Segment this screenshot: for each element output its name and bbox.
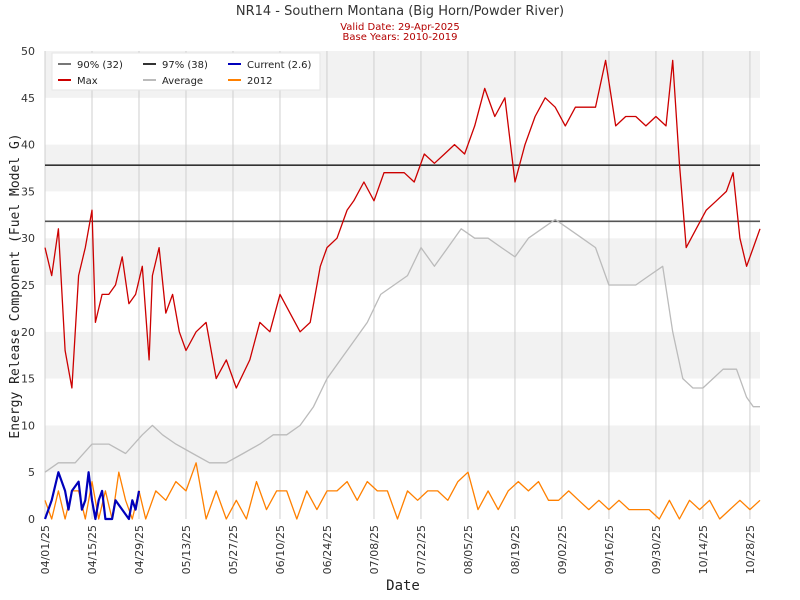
x-axis-ticks: 04/01/25 04/15/25 04/29/25 05/13/25 05/27/25… — [39, 525, 757, 574]
x-tick-label: 07/22/25 — [415, 525, 428, 574]
legend-label: Average — [162, 76, 203, 87]
y-tick-label: 35 — [21, 185, 35, 198]
y-tick-label: 20 — [21, 326, 35, 339]
x-tick-label: 09/30/25 — [650, 525, 663, 574]
grid-band — [45, 378, 760, 426]
chart-subtitle-valid-date: Valid Date: 29-Apr-2025 — [340, 22, 460, 33]
x-tick-label: 10/14/25 — [697, 525, 710, 574]
y-tick-label: 15 — [21, 373, 35, 386]
series-line-max — [44, 59, 761, 389]
legend-label: Current (2.6) — [247, 60, 312, 71]
x-tick-label: 09/02/25 — [556, 525, 569, 574]
x-tick-label: 08/19/25 — [509, 525, 522, 574]
x-tick-label: 10/28/25 — [744, 525, 757, 574]
y-axis-ticks: 0 5 10 15 20 25 30 35 40 45 50 — [21, 45, 35, 526]
grid-band — [45, 144, 760, 192]
legend-box — [51, 52, 321, 91]
grid-band — [45, 425, 760, 473]
x-tick-label: 06/10/25 — [274, 525, 287, 574]
legend-label: 90% (32) — [77, 60, 123, 71]
x-tick-label: 04/15/25 — [86, 525, 99, 574]
x-tick-label: 07/08/25 — [368, 525, 381, 574]
y-tick-label: 45 — [21, 92, 35, 105]
x-tick-label: 05/27/25 — [227, 525, 240, 574]
legend: 90% (32) 97% (38) Current (2.6) Max Average 2… — [51, 52, 321, 91]
legend-label: Max — [77, 76, 98, 87]
y-tick-label: 10 — [21, 419, 35, 432]
y-tick-label: 40 — [21, 139, 35, 152]
x-tick-label: 08/05/25 — [462, 525, 475, 574]
x-axis-label: Date — [386, 578, 420, 594]
grid-band — [45, 191, 760, 239]
y-tick-label: 30 — [21, 232, 35, 245]
y-tick-label: 25 — [21, 279, 35, 292]
y-tick-label: 50 — [21, 45, 35, 58]
chart-title: NR14 - Southern Montana (Big Horn/Powder… — [235, 4, 565, 19]
threshold-lines — [45, 164, 760, 223]
chart-subtitle-base-years: Base Years: 2010-2019 — [342, 32, 458, 43]
series-line-current-2-6 — [43, 471, 141, 521]
y-tick-label: 0 — [28, 513, 35, 526]
data-series — [43, 59, 761, 521]
grid-band — [45, 331, 760, 379]
x-tick-label: 06/24/25 — [321, 525, 334, 574]
y-axis-label: Energy Release Component (Fuel Model G) — [8, 133, 23, 438]
x-tick-label: 04/29/25 — [133, 525, 146, 574]
grid-band — [45, 238, 760, 285]
legend-label: 97% (38) — [162, 60, 208, 71]
x-tick-label: 05/13/25 — [180, 525, 193, 574]
grid-band — [45, 472, 760, 519]
legend-label: 2012 — [247, 76, 272, 87]
grid-band — [45, 97, 760, 145]
x-tick-label: 09/16/25 — [603, 525, 616, 574]
y-tick-label: 5 — [28, 466, 35, 479]
series-line-average — [44, 218, 760, 473]
x-tick-label: 04/01/25 — [39, 525, 52, 574]
